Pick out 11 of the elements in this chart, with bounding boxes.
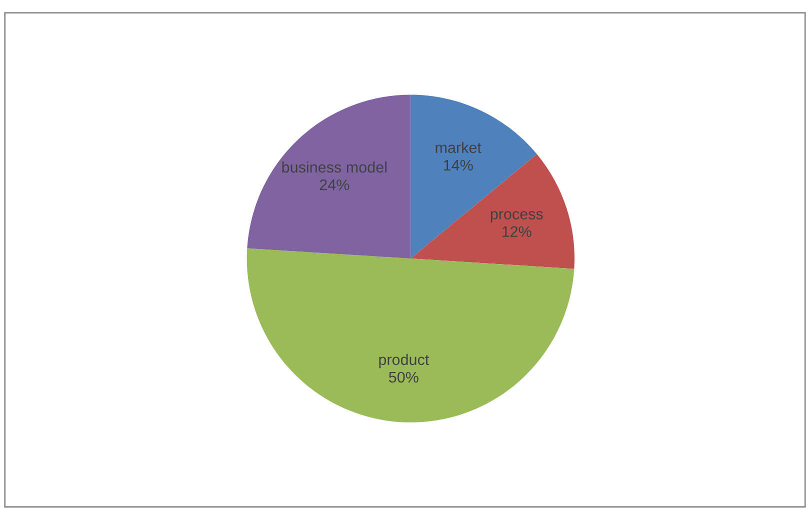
slice-label: business model (282, 161, 386, 173)
slice-label: product (379, 354, 430, 368)
slice-label: market (436, 142, 482, 154)
data-label: 14% (444, 160, 473, 171)
pie-slice (410, 154, 575, 269)
pie-slice (246, 248, 574, 422)
data-label: 24% (320, 179, 350, 190)
pie-slice (247, 94, 411, 259)
data-label: 50% (388, 372, 418, 383)
slice-label: process (490, 211, 543, 222)
data-label: 12% (502, 226, 532, 237)
